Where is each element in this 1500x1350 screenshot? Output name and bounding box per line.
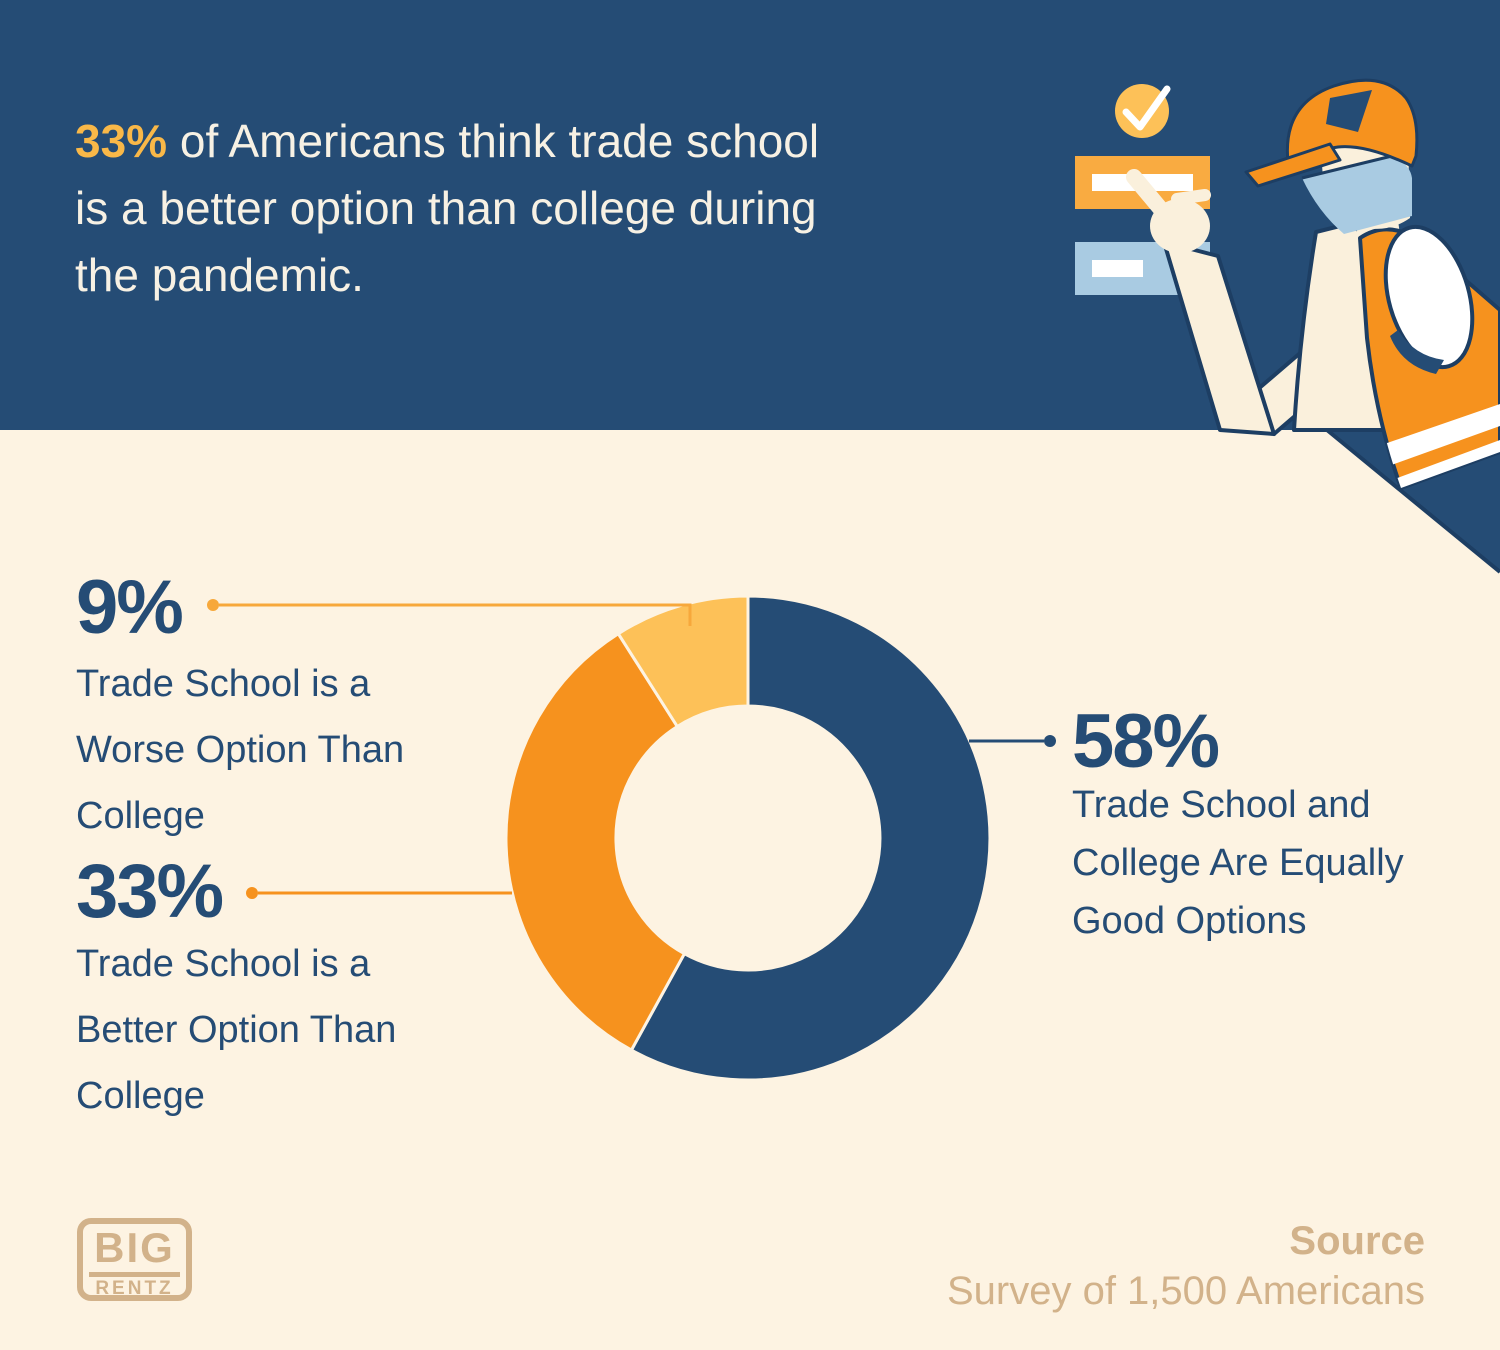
label-better-line: Better Option Than xyxy=(76,1009,397,1051)
hand-finger xyxy=(1171,189,1211,205)
donut-slices xyxy=(504,594,992,1082)
face-mask xyxy=(1302,156,1412,234)
callout-dot-equal xyxy=(1044,735,1056,747)
donut-slice-33pct xyxy=(504,631,687,1053)
logo-divider xyxy=(89,1272,180,1277)
worker-illustration xyxy=(1075,78,1500,574)
headline-stat: 33% xyxy=(75,115,168,167)
headline-line-2: is a better option than college during xyxy=(75,182,817,234)
callout-dot-better xyxy=(246,887,258,899)
vest-armhole xyxy=(1383,224,1475,370)
callouts xyxy=(207,599,1056,899)
checklist-item-unselected-bar xyxy=(1092,260,1143,277)
headline-line-1: 33% of Americans think trade school xyxy=(75,108,1025,175)
label-worse-line: College xyxy=(76,795,205,837)
label-equal-line: College Are Equally xyxy=(1072,842,1404,884)
label-better-line: Trade School is a xyxy=(76,943,371,985)
logo-text-rentz: RENTZ xyxy=(95,1278,174,1299)
vest-stripe xyxy=(1381,440,1500,488)
headline-line-1-rest: of Americans think trade school xyxy=(167,115,820,167)
label-better-text: Trade School is a Better Option Than Col… xyxy=(76,931,396,1129)
donut-chart xyxy=(207,594,1056,1082)
bigrentz-logo: BIG RENTZ xyxy=(77,1218,192,1301)
body-outline xyxy=(1325,428,1500,574)
donut-slice-9pct xyxy=(616,594,750,729)
callout-line-worse xyxy=(219,603,692,626)
label-better-pct: 33% xyxy=(76,849,224,934)
label-equal-text: Trade School and College Are Equally Goo… xyxy=(1072,776,1404,950)
label-equal-pct: 58% xyxy=(1072,699,1220,784)
label-equal-line: Good Options xyxy=(1072,900,1307,942)
source-text: Survey of 1,500 Americans xyxy=(946,1269,1425,1313)
check-circle xyxy=(1115,84,1169,138)
source-label: Source xyxy=(1289,1219,1425,1263)
label-worse-pct: 9% xyxy=(76,565,184,650)
source-block: Source Survey of 1,500 Americans xyxy=(947,1216,1425,1316)
donut-slice-58pct xyxy=(629,594,992,1082)
mask-edge xyxy=(1301,154,1393,180)
hard-hat-brim xyxy=(1244,142,1342,188)
worker-forearm xyxy=(1162,240,1276,436)
label-worse-text: Trade School is a Worse Option Than Coll… xyxy=(76,651,404,849)
hard-hat-panel xyxy=(1326,90,1372,132)
shirt-sleeve-detail xyxy=(1390,330,1444,374)
label-worse-line: Trade School is a xyxy=(76,663,371,705)
headline-line-3: the pandemic. xyxy=(75,249,364,301)
label-better-line: College xyxy=(76,1075,205,1117)
page-title: 33% of Americans think trade school is a… xyxy=(75,108,1025,309)
logo-text-big: BIG xyxy=(94,1224,175,1271)
callout-dot-worse xyxy=(207,599,219,611)
checkmark-icon xyxy=(1122,85,1171,131)
label-worse-line: Worse Option Than xyxy=(76,729,405,771)
pointing-finger xyxy=(1126,169,1172,221)
label-equal-line: Trade School and xyxy=(1072,784,1371,826)
vest-stripe xyxy=(1367,404,1500,472)
worker-figure xyxy=(1126,78,1500,490)
